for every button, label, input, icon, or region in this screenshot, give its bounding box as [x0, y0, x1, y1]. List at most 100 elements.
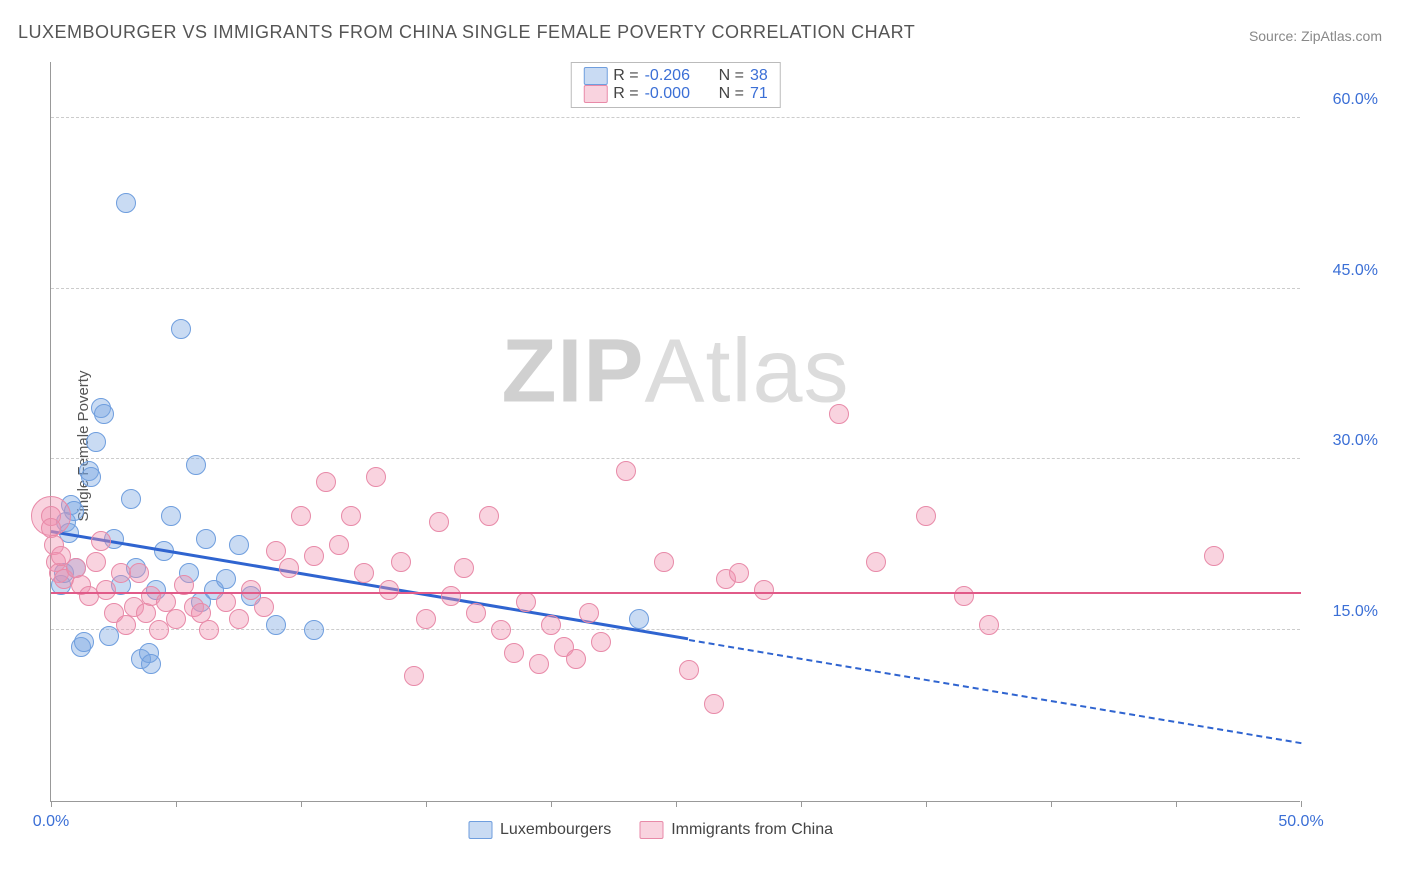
gridline: [51, 629, 1300, 630]
data-point: [129, 563, 149, 583]
legend-swatch: [468, 821, 492, 839]
data-point: [254, 597, 274, 617]
watermark-bold: ZIP: [501, 322, 644, 422]
scatter-plot: ZIPAtlas R = -0.206N = 38R = -0.000N = 7…: [50, 62, 1300, 802]
x-tick-mark: [51, 801, 52, 807]
x-tick-mark: [426, 801, 427, 807]
data-point: [96, 580, 116, 600]
legend-stat-row: R = -0.206N = 38: [583, 67, 767, 85]
x-tick-mark: [676, 801, 677, 807]
y-tick-label: 60.0%: [1333, 91, 1378, 109]
data-point: [86, 552, 106, 572]
x-tick-mark: [1176, 801, 1177, 807]
trendline: [51, 592, 1301, 594]
x-tick-label: 50.0%: [1278, 813, 1323, 831]
data-point: [81, 467, 101, 487]
data-point: [86, 432, 106, 452]
data-point: [161, 506, 181, 526]
data-point: [149, 620, 169, 640]
data-point: [91, 531, 111, 551]
legend-series-name: Immigrants from China: [671, 821, 833, 839]
gridline: [51, 458, 1300, 459]
legend-series-name: Luxembourgers: [500, 821, 611, 839]
x-tick-mark: [551, 801, 552, 807]
legend-swatch: [583, 85, 607, 103]
data-point: [616, 461, 636, 481]
data-point: [166, 609, 186, 629]
data-point: [316, 472, 336, 492]
data-point: [379, 580, 399, 600]
watermark: ZIPAtlas: [501, 321, 849, 424]
data-point: [121, 489, 141, 509]
x-tick-mark: [301, 801, 302, 807]
data-point: [304, 620, 324, 640]
legend-n-label: N =: [719, 67, 744, 85]
x-tick-mark: [1301, 801, 1302, 807]
data-point: [291, 506, 311, 526]
data-point: [74, 632, 94, 652]
data-point: [279, 558, 299, 578]
data-point: [391, 552, 411, 572]
data-point: [629, 609, 649, 629]
data-point: [229, 535, 249, 555]
x-tick-label: 0.0%: [33, 813, 69, 831]
data-point: [504, 643, 524, 663]
legend-stats: R = -0.206N = 38R = -0.000N = 71: [570, 62, 780, 108]
chart-title: LUXEMBOURGER VS IMMIGRANTS FROM CHINA SI…: [18, 22, 915, 43]
data-point: [654, 552, 674, 572]
x-tick-mark: [801, 801, 802, 807]
data-point: [491, 620, 511, 640]
data-point: [979, 615, 999, 635]
data-point: [516, 592, 536, 612]
legend-n-value: 71: [750, 85, 768, 103]
legend-r-label: R =: [613, 85, 638, 103]
data-point: [199, 620, 219, 640]
data-point: [466, 603, 486, 623]
data-point: [916, 506, 936, 526]
y-tick-label: 15.0%: [1333, 603, 1378, 621]
watermark-rest: Atlas: [644, 322, 849, 422]
gridline: [51, 288, 1300, 289]
data-point: [329, 535, 349, 555]
y-tick-label: 30.0%: [1333, 432, 1378, 450]
data-point: [171, 319, 191, 339]
data-point: [454, 558, 474, 578]
data-point: [266, 615, 286, 635]
data-point: [216, 592, 236, 612]
legend-item: Luxembourgers: [468, 821, 611, 839]
data-point: [216, 569, 236, 589]
data-point: [341, 506, 361, 526]
data-point: [566, 649, 586, 669]
gridline: [51, 117, 1300, 118]
legend-r-label: R =: [613, 67, 638, 85]
data-point: [829, 404, 849, 424]
data-point: [99, 626, 119, 646]
data-point: [304, 546, 324, 566]
data-point: [141, 654, 161, 674]
legend-swatch: [583, 67, 607, 85]
data-point: [404, 666, 424, 686]
legend-r-value: -0.000: [645, 85, 713, 103]
data-point: [416, 609, 436, 629]
data-point: [116, 615, 136, 635]
data-point: [229, 609, 249, 629]
x-tick-mark: [926, 801, 927, 807]
data-point: [186, 455, 206, 475]
data-point: [136, 603, 156, 623]
data-point: [429, 512, 449, 532]
data-point: [579, 603, 599, 623]
data-point: [94, 404, 114, 424]
legend-n-value: 38: [750, 67, 768, 85]
data-point: [754, 580, 774, 600]
data-point: [266, 541, 286, 561]
legend-stat-row: R = -0.000N = 71: [583, 85, 767, 103]
legend-series: Luxembourgers Immigrants from China: [468, 821, 833, 839]
data-point: [541, 615, 561, 635]
data-point: [441, 586, 461, 606]
data-point: [354, 563, 374, 583]
data-point: [866, 552, 886, 572]
data-point: [196, 529, 216, 549]
data-point: [591, 632, 611, 652]
x-tick-mark: [1051, 801, 1052, 807]
data-point: [704, 694, 724, 714]
